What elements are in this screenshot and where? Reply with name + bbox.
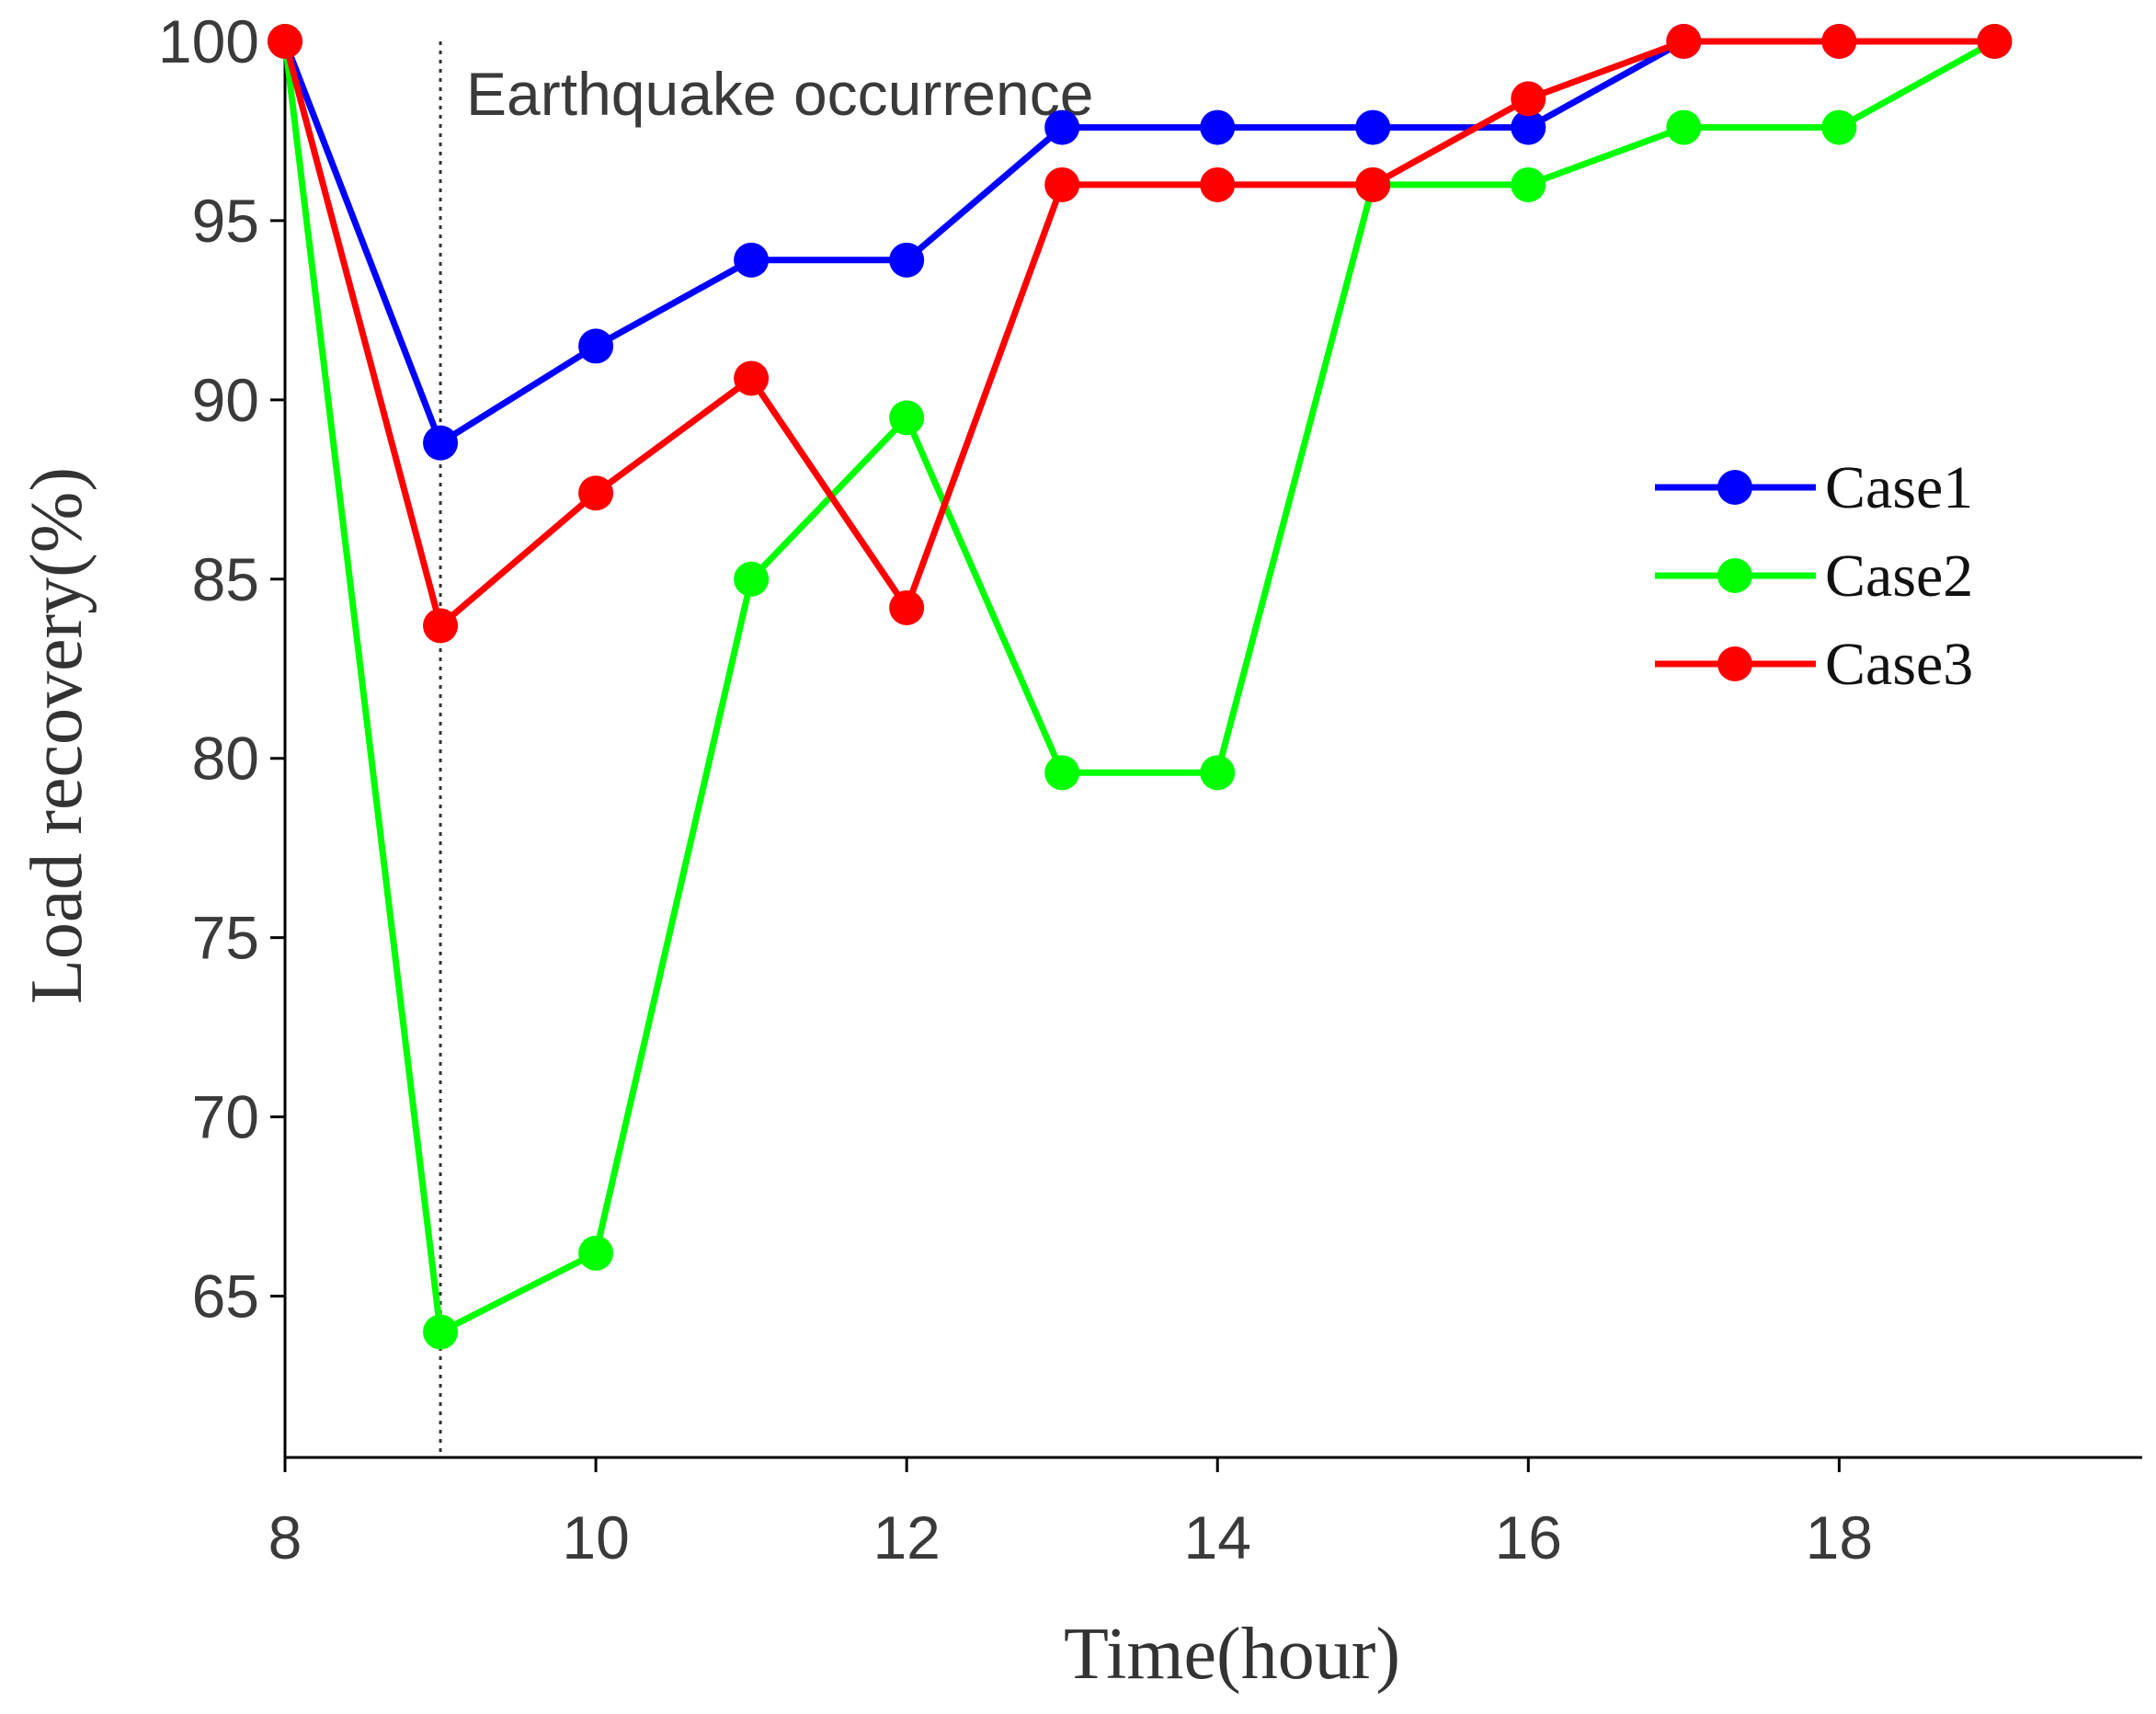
case2-point [1666, 109, 1702, 145]
case3-point [1977, 24, 2013, 59]
case1-point [1355, 109, 1391, 145]
y-tick-label: 90 [192, 366, 259, 434]
case3-point [889, 590, 925, 625]
case3-point [578, 475, 614, 511]
x-tick-label: 14 [1184, 1503, 1251, 1571]
case2-point [889, 400, 925, 436]
earthquake-annotation: Earthquake occurrence [466, 60, 1093, 128]
x-tick-label: 8 [268, 1503, 302, 1571]
case3-point [734, 360, 770, 396]
case2-point [423, 1314, 459, 1350]
case3-point [1355, 166, 1391, 202]
case3-point [1511, 81, 1546, 117]
case3-point [1666, 24, 1702, 59]
case1-point [578, 328, 614, 364]
case3-point [268, 24, 302, 59]
legend: Case1 Case2 Case3 [1655, 454, 1973, 698]
legend-case1-marker [1717, 470, 1752, 505]
x-tick-label: 12 [873, 1503, 940, 1571]
y-tick-label: 75 [192, 904, 259, 972]
legend-case1-label: Case1 [1825, 454, 1973, 521]
case3-point [423, 608, 459, 644]
case2-point [1200, 755, 1236, 791]
case2-point [1821, 109, 1857, 145]
series-layer [268, 24, 2013, 1350]
x-tick-label: 18 [1806, 1503, 1873, 1571]
x-tick-label: 10 [562, 1503, 629, 1571]
legend-case3-label: Case3 [1825, 631, 1973, 698]
x-tick-label: 16 [1495, 1503, 1562, 1571]
y-tick-label: 70 [192, 1083, 259, 1151]
case3-line [281, 38, 1995, 629]
case1-point [1511, 109, 1546, 145]
y-tick-label: 100 [158, 7, 259, 75]
case2-line [281, 38, 1997, 1335]
legend-case2-label: Case2 [1825, 543, 1973, 610]
annotation-layer: Earthquake occurrence [439, 41, 1093, 1457]
y-axis-title: Load recovery(%) [17, 467, 97, 1004]
x-axis-title: Time(hour) [1064, 1614, 1400, 1695]
case1-point [734, 242, 770, 278]
case1-point [1044, 109, 1080, 145]
y-tick-label: 85 [192, 545, 259, 613]
case1-point [423, 425, 459, 461]
legend-case2-marker [1717, 558, 1752, 593]
legend-case3-marker [1717, 646, 1752, 681]
case3-point [1821, 24, 1857, 59]
y-tick-label: 80 [192, 725, 259, 793]
case2-point [734, 561, 770, 597]
case3-point [1200, 166, 1236, 202]
case2-point [1511, 166, 1546, 202]
y-tick-label: 65 [192, 1263, 259, 1331]
y-tick-label: 95 [192, 187, 259, 255]
case3-point [1044, 166, 1080, 202]
case1-point [889, 242, 925, 278]
case2-point [578, 1235, 614, 1271]
axes: 8 10 12 14 16 18 65 70 75 80 85 90 95 100 [158, 7, 2142, 1571]
case1-point [1200, 109, 1236, 145]
case2-point [1044, 755, 1080, 791]
